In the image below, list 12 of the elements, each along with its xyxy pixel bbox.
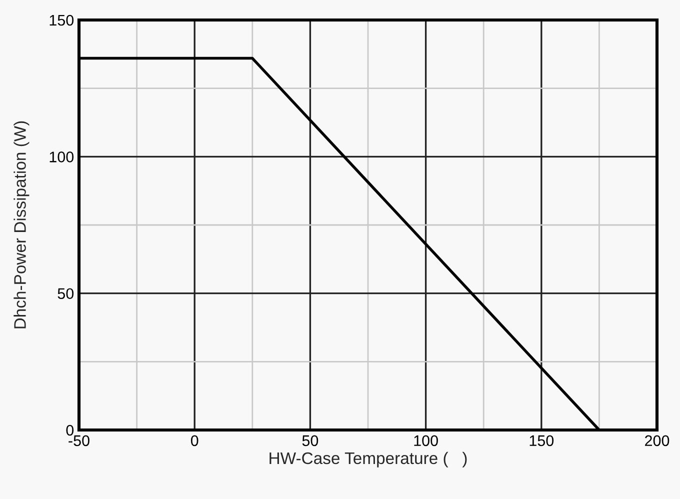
x-tick-label: 150 (530, 435, 554, 446)
y-axis-title: Dhch-Power Dissipation (W) (14, 121, 30, 328)
x-axis-title: HW-Case Temperature ( ) (270, 452, 467, 468)
y-tick-label: 0 (66, 424, 74, 436)
x-tick-label: 50 (302, 435, 318, 446)
x-tick-label: -50 (68, 435, 90, 446)
y-tick-label: 50 (58, 288, 74, 300)
x-tick-label: 0 (190, 435, 198, 446)
x-tick-label: 200 (645, 435, 670, 446)
y-tick-label: 100 (50, 152, 74, 162)
x-tick-label: 100 (414, 435, 438, 446)
y-tick-label: 150 (50, 14, 74, 26)
